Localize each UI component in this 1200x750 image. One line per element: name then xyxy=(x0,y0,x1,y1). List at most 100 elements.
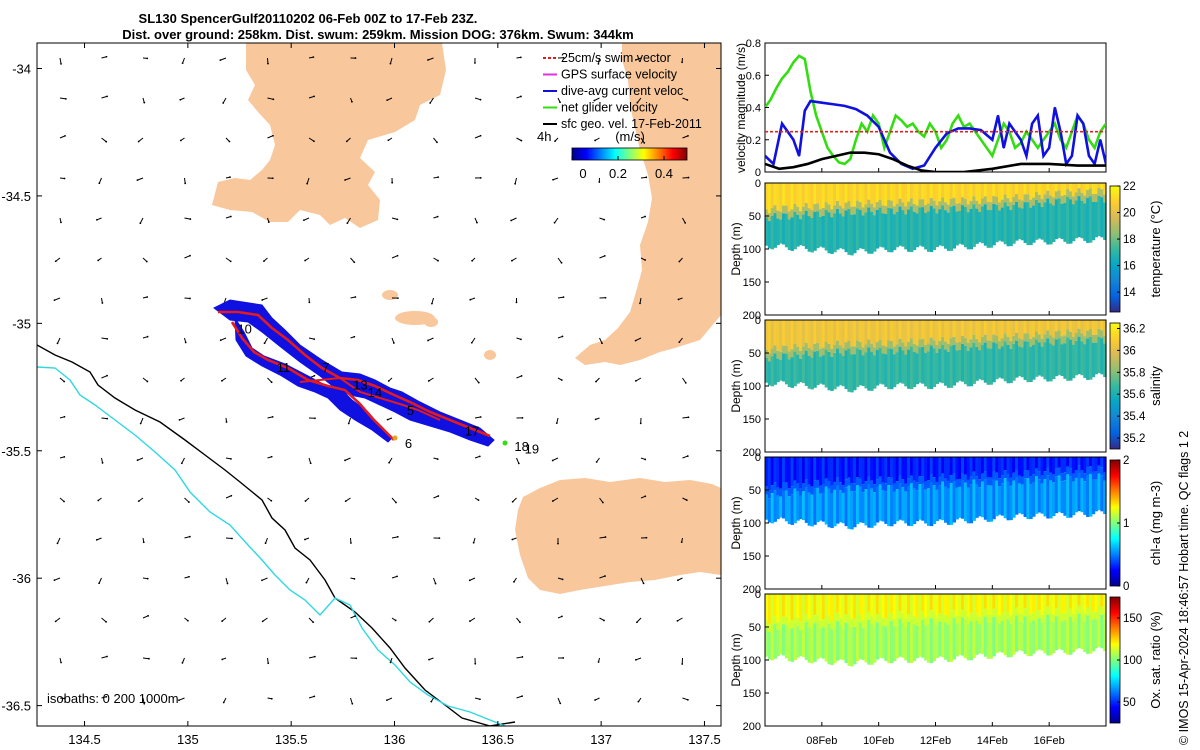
section-cell-upper xyxy=(1066,320,1070,330)
section-cell-upper xyxy=(1088,457,1093,467)
section-cbar-tick-label: 0 xyxy=(1123,581,1129,593)
section-cell-thermocline xyxy=(799,622,803,631)
section-cell-thermocline xyxy=(941,336,945,345)
section-cell-lower xyxy=(872,215,877,252)
geo-velocity-arrowhead xyxy=(63,177,66,180)
geo-velocity-arrowhead xyxy=(511,500,514,503)
section-cell-lower xyxy=(969,208,974,250)
section-cell-upper xyxy=(784,183,789,206)
section-cell-lower xyxy=(827,623,831,665)
geo-velocity-arrowhead xyxy=(306,182,309,185)
section-cell-lower xyxy=(782,624,786,656)
geo-velocity-arrowhead xyxy=(635,621,638,624)
section-cell-upper xyxy=(929,457,934,475)
section-cell-upper xyxy=(938,320,942,341)
section-cell-thermocline xyxy=(1066,606,1070,615)
section-cell-lower xyxy=(995,343,999,380)
velocity-point xyxy=(877,122,880,125)
geo-velocity-arrowhead xyxy=(554,140,556,143)
section-cell-thermocline xyxy=(980,336,985,345)
velocity-point xyxy=(929,122,931,125)
section-cell-lower xyxy=(915,625,920,659)
section-cell-thermocline xyxy=(1040,614,1045,623)
section-cell-thermocline xyxy=(949,611,954,620)
section-cell-upper xyxy=(946,594,951,618)
geo-velocity-arrowhead xyxy=(63,455,66,458)
section-cbar-tick-label: 18 xyxy=(1123,234,1136,246)
section-cell-upper xyxy=(770,457,775,486)
geo-velocity-arrowhead xyxy=(557,542,559,545)
section-ylabel: Depth (m) xyxy=(729,496,743,549)
day-label: 14 xyxy=(368,385,382,400)
section-cell-upper xyxy=(1029,457,1033,477)
section-cell-thermocline xyxy=(901,614,905,623)
section-cell-thermocline xyxy=(1040,199,1045,207)
section-cell-thermocline xyxy=(1052,614,1056,623)
land-island-4 xyxy=(382,290,398,300)
section-cell-upper xyxy=(909,183,914,199)
section-cell-upper xyxy=(779,183,783,212)
section-cell-upper xyxy=(872,320,877,348)
geo-velocity-arrow xyxy=(554,217,559,224)
geo-velocity-arrowhead xyxy=(681,61,683,64)
section-cell-upper xyxy=(855,320,860,341)
section-cell-lower xyxy=(1060,481,1064,514)
section-cell-lower xyxy=(1086,197,1090,243)
section-cell-thermocline xyxy=(972,608,976,617)
section-cell-upper xyxy=(961,457,965,473)
section-cell-thermocline xyxy=(1057,190,1062,199)
section-cell-upper xyxy=(838,183,843,206)
section-cell-upper xyxy=(904,594,908,619)
section-cell-thermocline xyxy=(1043,194,1047,203)
section-cell-lower xyxy=(998,210,1002,241)
geo-velocity-arrowhead xyxy=(561,335,564,338)
section-cell-thermocline xyxy=(961,472,965,481)
section-cell-lower xyxy=(784,213,789,248)
section-cell-lower xyxy=(1029,346,1033,383)
section-cell-thermocline xyxy=(1023,194,1028,203)
section-cell-upper xyxy=(1049,320,1053,336)
section-cell-upper xyxy=(909,320,914,339)
section-cell-upper xyxy=(958,457,962,479)
velocity-point xyxy=(1076,164,1079,167)
section-ytick-label: 50 xyxy=(749,485,761,497)
section-cbar-tick-label: 100 xyxy=(1123,655,1142,667)
velocity-point xyxy=(781,77,783,80)
section-cell-upper xyxy=(980,183,985,199)
section-cell-thermocline xyxy=(833,617,837,626)
geo-velocity-arrowhead xyxy=(105,140,108,143)
geo-velocity-arrowhead xyxy=(604,575,606,577)
section-cell-thermocline xyxy=(838,617,843,626)
geo-velocity-arrow xyxy=(140,417,144,424)
section-cell-upper xyxy=(998,183,1002,203)
section-cell-lower xyxy=(1012,618,1016,655)
geo-velocity-arrow xyxy=(391,255,398,259)
section-cell-thermocline xyxy=(890,612,894,621)
section-cell-lower xyxy=(966,212,971,250)
section-cell-thermocline xyxy=(796,206,800,215)
map-ytick-label: -34 xyxy=(12,61,31,76)
section-cell-thermocline xyxy=(1063,612,1067,621)
section-cell-thermocline xyxy=(952,473,956,482)
section-cell-thermocline xyxy=(1034,468,1039,477)
section-cell-thermocline xyxy=(998,615,1002,624)
section-cell-thermocline xyxy=(861,484,866,493)
section-cell-upper xyxy=(1057,457,1062,468)
map-ytick-label: -36.5 xyxy=(1,699,31,714)
section-cell-lower xyxy=(1080,618,1084,650)
section-ytick-label: 50 xyxy=(749,348,761,360)
section-cell-thermocline xyxy=(915,617,920,626)
section-cell-upper xyxy=(941,594,945,610)
section-cell-thermocline xyxy=(1088,329,1093,337)
section-cell-thermocline xyxy=(861,619,866,628)
section-cell-thermocline xyxy=(836,612,840,621)
section-cell-lower xyxy=(998,349,1002,378)
section-cell-lower xyxy=(1066,196,1070,244)
section-cell-thermocline xyxy=(961,609,965,618)
velocity-point xyxy=(957,114,960,117)
section-cell-upper xyxy=(1006,457,1010,475)
section-cell-thermocline xyxy=(1049,195,1053,204)
geo-velocity-arrow xyxy=(639,297,642,304)
geo-velocity-arrowhead xyxy=(180,379,182,382)
section-cell-lower xyxy=(779,219,783,244)
